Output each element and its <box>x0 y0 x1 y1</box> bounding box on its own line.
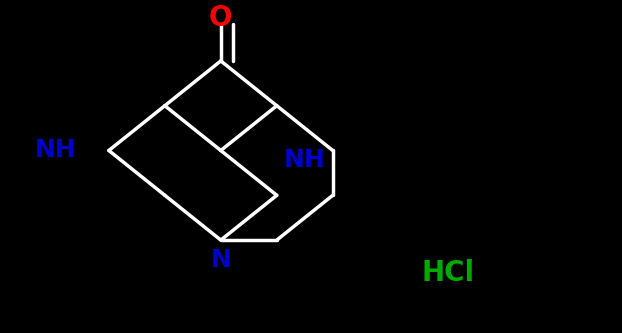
Text: HCl: HCl <box>421 259 475 287</box>
Text: O: O <box>209 4 233 32</box>
Text: NH: NH <box>284 149 326 172</box>
Text: NH: NH <box>35 139 77 163</box>
Text: N: N <box>210 248 231 272</box>
